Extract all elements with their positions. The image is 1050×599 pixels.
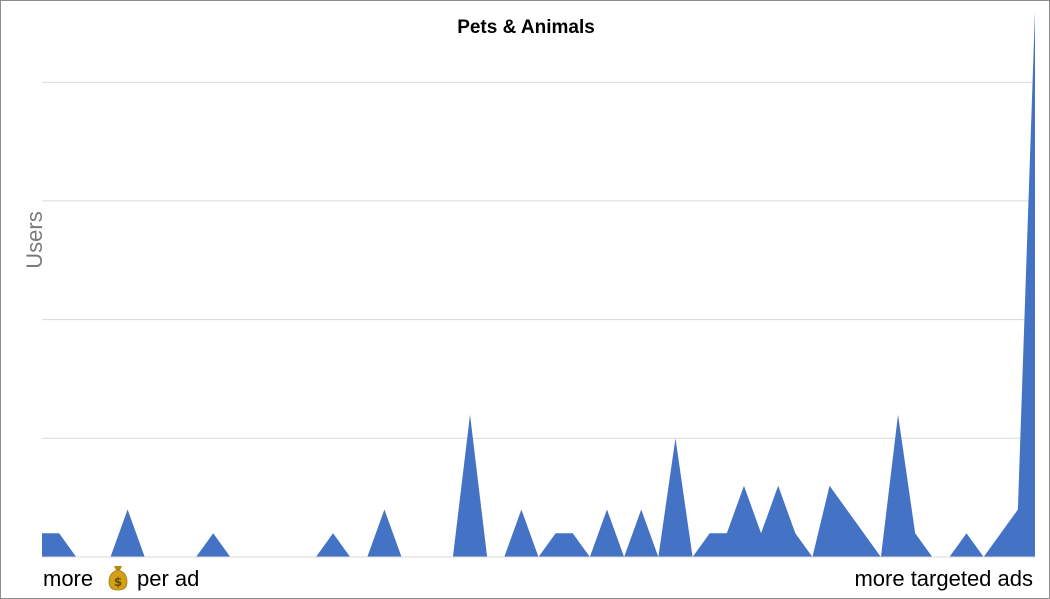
- chart-title: Pets & Animals: [457, 17, 595, 38]
- y-axis-label: Users: [22, 211, 47, 268]
- x-axis-right-label: more targeted ads: [854, 566, 1033, 591]
- x-axis-left-label: more: [43, 566, 93, 591]
- svg-text:$: $: [114, 575, 122, 589]
- area-series: [42, 11, 1035, 557]
- series-area: [42, 11, 1035, 557]
- x-axis-left-label-suffix: per ad: [137, 566, 199, 591]
- money-bag-icon: $: [108, 566, 128, 591]
- gridlines: [42, 81, 1035, 439]
